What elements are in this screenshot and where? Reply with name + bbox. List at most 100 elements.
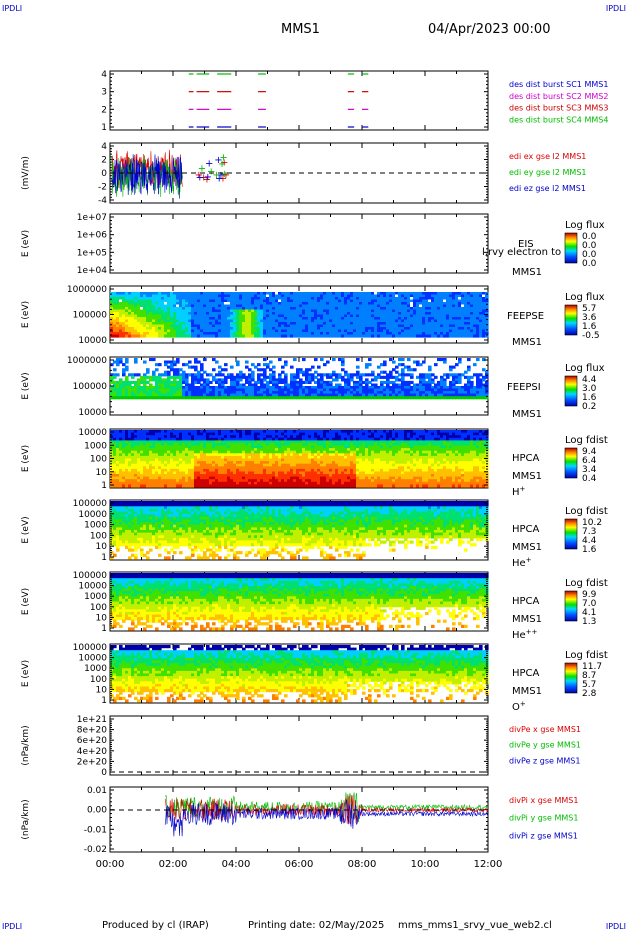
- spectrogram-cell: [119, 468, 123, 473]
- spectrogram-cell: [287, 312, 291, 316]
- spectrogram-cell: [236, 334, 240, 338]
- spectrogram-cell: [272, 302, 276, 306]
- spectrogram-cell: [290, 302, 294, 306]
- spectrogram-cell: [125, 327, 129, 331]
- spectrogram-cell: [473, 317, 477, 321]
- spectrogram-cell: [305, 299, 309, 303]
- colorbar-tick-label-2: 0.0: [582, 241, 597, 251]
- spectrogram-cell: [314, 297, 318, 301]
- spectrogram-cell: [152, 329, 156, 333]
- spectrogram-cell: [464, 312, 468, 316]
- spectrogram-cell: [215, 440, 219, 444]
- spectrogram-cell: [422, 396, 426, 400]
- spectrogram-cell: [221, 440, 225, 444]
- spectrogram-cell: [140, 378, 144, 382]
- spectrogram-cell: [194, 466, 198, 470]
- spectrogram-cell: [275, 319, 279, 323]
- spectrogram-cell: [470, 319, 474, 323]
- spectrogram-cell: [182, 317, 186, 321]
- spectrogram-cell: [326, 297, 330, 301]
- spectrogram-cell: [182, 292, 186, 296]
- spectrogram-cell: [413, 334, 417, 338]
- spectrogram-cell: [224, 484, 228, 488]
- spectrogram-cell: [119, 481, 123, 485]
- spectrogram-cell: [470, 317, 474, 321]
- spectrogram-cell: [284, 314, 288, 318]
- spectrogram-cell: [449, 304, 453, 308]
- spectrogram-cell: [323, 332, 327, 336]
- spectrogram-cell: [476, 388, 480, 392]
- spectrogram-cell: [380, 393, 384, 397]
- spectrogram-cell: [113, 455, 117, 460]
- spectrogram-cell: [227, 322, 231, 326]
- spectrogram-cell: [353, 304, 357, 308]
- spectrogram-cell: [152, 299, 156, 303]
- spectrogram-cell: [194, 393, 198, 397]
- spectrogram-cell: [230, 448, 234, 452]
- spectrogram-cell: [332, 334, 336, 338]
- spectrogram-cell: [377, 329, 381, 333]
- spectrogram-cell: [119, 461, 123, 465]
- edi-sparse-point: +: [218, 159, 226, 170]
- spectrogram-cell: [212, 461, 216, 465]
- spectrogram-cell: [131, 317, 135, 321]
- spectrogram-cell: [449, 312, 453, 316]
- spectrogram-cell: [224, 380, 228, 384]
- spectrogram-cell: [230, 378, 234, 382]
- spectrogram-cell: [281, 307, 285, 311]
- spectrogram-cell: [353, 299, 357, 303]
- spectrogram-cell: [221, 304, 225, 308]
- spectrogram-cell: [377, 322, 381, 326]
- spectrogram-cell: [329, 297, 333, 301]
- spectrogram-cell: [224, 299, 228, 303]
- spectrogram-cell: [155, 458, 159, 462]
- spectrogram-cell: [155, 461, 159, 465]
- spectrogram-cell: [149, 445, 153, 449]
- spectrogram-cell: [227, 294, 231, 298]
- spectrogram-cell: [125, 358, 129, 362]
- spectrogram-cell: [407, 380, 411, 384]
- spectrogram-cell: [359, 375, 363, 379]
- spectrogram-cell: [410, 312, 414, 316]
- spectrogram-cell: [113, 368, 117, 372]
- spectrogram-cell: [182, 458, 186, 462]
- spectrogram-cell: [161, 468, 165, 473]
- spectrogram-cell: [200, 396, 204, 400]
- spectrogram-cell: [113, 314, 117, 318]
- spectrogram-cell: [305, 327, 309, 331]
- spectrogram-cell: [179, 294, 183, 298]
- spectrogram-cell: [161, 317, 165, 321]
- spectrogram-cell: [143, 317, 147, 321]
- spectrogram-cell: [260, 312, 264, 316]
- spectrogram-cell: [113, 299, 117, 303]
- spectrogram-cell: [161, 432, 165, 436]
- spectrogram-cell: [440, 380, 444, 384]
- spectrogram-cell: [278, 307, 282, 311]
- spectrogram-cell: [344, 380, 348, 384]
- spectrogram-cell: [143, 380, 147, 384]
- spectrogram-cell: [443, 297, 447, 301]
- spectrogram-cell: [242, 324, 246, 328]
- spectrogram-cell: [155, 317, 159, 321]
- spectrogram-cell: [407, 334, 411, 338]
- spectrogram-cell: [203, 455, 207, 460]
- colorbar-tick-label-4: 0.2: [582, 402, 596, 412]
- spectrogram-cell: [137, 468, 141, 473]
- spectrogram-cell: [320, 299, 324, 303]
- spectrogram-cell: [143, 484, 147, 488]
- spectrogram-cell: [224, 314, 228, 318]
- spectrogram-cell: [311, 373, 315, 377]
- spectrogram-cell: [395, 304, 399, 308]
- spectrogram-cell: [206, 396, 210, 400]
- spectrogram-cell: [158, 484, 162, 488]
- spectrogram-cell: [452, 297, 456, 301]
- spectrogram-cell: [401, 393, 405, 397]
- spectrogram-cell: [185, 383, 189, 387]
- spectrogram-cell: [116, 380, 120, 384]
- spectrogram-cell: [203, 317, 207, 321]
- spectrogram-cell: [269, 388, 273, 392]
- spectrogram-cell: [452, 307, 456, 311]
- spectrogram-cell: [416, 297, 420, 301]
- spectrogram-cell: [476, 380, 480, 384]
- spectrogram-cell: [188, 388, 192, 392]
